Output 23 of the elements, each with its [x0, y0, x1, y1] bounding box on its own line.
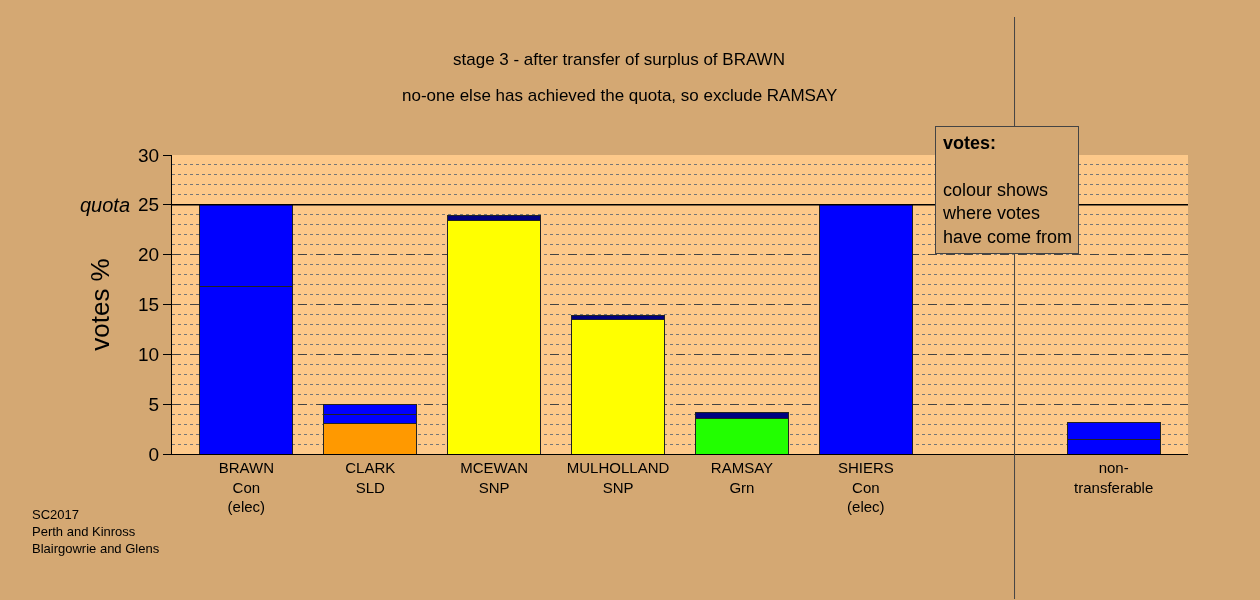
y-tick-label: 5 — [148, 393, 160, 415]
x-tick-label: MULHOLLAND SNP — [566, 459, 670, 496]
y-tick-label: 30 — [138, 144, 160, 166]
y-tick-label: 0 — [148, 443, 160, 465]
x-tick-label: RAMSAY Grn — [710, 459, 774, 496]
x-tick-label: MCEWAN SNP — [460, 459, 529, 496]
y-tick-label: 25 — [138, 194, 160, 216]
bar — [571, 318, 666, 454]
x-tick-label: non- transferable — [1074, 459, 1154, 496]
text: SC2017 Perth and Kinross Blairgowrie and Glens — [32, 507, 160, 556]
chart-subtitle: no-one else has achieved the quota, so exclude RAMSAY — [402, 86, 838, 105]
y-tick-label: 15 — [138, 294, 160, 316]
x-tick-label: BRAWN Con (elec) — [218, 459, 274, 515]
y-tick-label: 10 — [138, 343, 160, 365]
x-tick-label: SHIERS Con (elec) — [837, 459, 894, 515]
annotation: colour shows where votes have come from — [942, 179, 1073, 247]
ref-line-label: quota — [80, 194, 131, 216]
bar — [818, 204, 913, 454]
y-tick-label: 20 — [138, 244, 160, 266]
chart-title: stage 3 - after transfer of surplus of BRAWN — [453, 50, 785, 69]
y-axis-title: votes % — [85, 258, 116, 351]
x-tick-label: CLARK SLD — [345, 459, 396, 496]
text: votes: — [943, 133, 997, 153]
